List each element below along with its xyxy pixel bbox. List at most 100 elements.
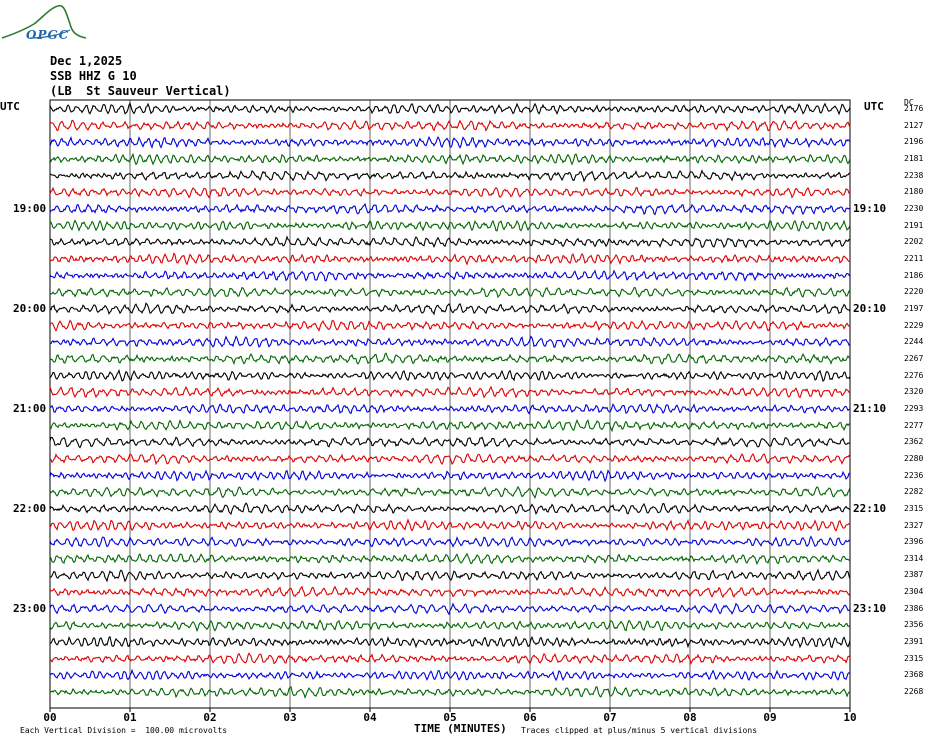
dc-offset-label: 2230 <box>904 203 924 213</box>
trace-line <box>49 219 851 232</box>
x-tick-label: 03 <box>283 711 296 724</box>
station-label: (LB St Sauveur Vertical) <box>50 84 231 98</box>
dc-offset-label: 2244 <box>904 337 924 347</box>
trace-line <box>49 385 851 399</box>
right-hour-label: 20:10 <box>853 301 887 315</box>
dc-offset-label: 2267 <box>904 353 924 363</box>
right-utc-label: UTC <box>864 100 884 113</box>
right-hour-label: 21:10 <box>853 401 887 415</box>
dc-offset-label: 2386 <box>904 603 924 613</box>
trace-line <box>49 368 851 383</box>
dc-offset-label: 2220 <box>904 287 924 297</box>
clip-note: Traces clipped at plus/minus 5 vertical … <box>521 726 758 735</box>
dc-offset-label: 2180 <box>904 187 924 197</box>
dc-offset-label: 2391 <box>904 637 924 647</box>
x-axis: 00 01 02 03 04 05 06 07 08 09 10 <box>43 708 857 724</box>
date-label: Dec 1,2025 <box>50 54 123 68</box>
trace-line <box>49 535 851 548</box>
trace-line <box>49 602 851 616</box>
dc-offset-label: 2314 <box>904 553 924 563</box>
dc-offset-label: 2197 <box>904 303 924 313</box>
trace-line <box>49 235 851 249</box>
left-hour-label: 23:00 <box>13 601 47 615</box>
dc-offset-label: 2268 <box>904 687 924 697</box>
trace-line <box>49 352 851 366</box>
x-tick-label: 08 <box>683 711 696 724</box>
trace-line <box>49 469 851 483</box>
trace-line <box>49 135 851 149</box>
trace-line <box>49 502 851 516</box>
trace-line <box>49 635 851 649</box>
x-tick-label: 10 <box>843 711 856 724</box>
seismic-traces <box>49 101 851 699</box>
trace-line <box>49 652 851 665</box>
trace-line <box>49 302 851 316</box>
trace-line <box>49 668 851 682</box>
x-tick-label: 07 <box>603 711 616 724</box>
dc-offset-label: 2176 <box>904 104 924 113</box>
x-tick-label: 00 <box>43 711 56 724</box>
dc-offset-label: 2362 <box>904 437 924 447</box>
x-tick-label: 01 <box>123 711 137 724</box>
dc-offset-label: 2196 <box>904 137 924 147</box>
dc-offset-label: 2236 <box>904 470 924 480</box>
trace-line <box>49 619 851 633</box>
trace-line <box>49 252 851 266</box>
dc-offset-label: 2202 <box>904 237 924 247</box>
right-hour-label: 19:10 <box>853 201 887 215</box>
left-utc-label: UTC <box>0 100 20 113</box>
dc-offset-label: 2327 <box>904 520 924 530</box>
dc-offset-label: 2282 <box>904 487 924 497</box>
trace-line <box>49 436 851 449</box>
dc-offset-label: 2276 <box>904 370 924 380</box>
x-axis-title: TIME (MINUTES) <box>414 722 507 735</box>
logo-text: OPGC <box>26 28 70 42</box>
right-hour-label: 22:10 <box>853 501 887 515</box>
trace-line <box>49 286 851 299</box>
trace-line <box>49 452 851 466</box>
dc-offset-label: 2181 <box>904 153 924 163</box>
trace-line <box>49 269 851 282</box>
trace-line <box>49 101 851 116</box>
x-tick-label: 06 <box>523 711 537 724</box>
trace-line <box>49 152 851 166</box>
opgc-logo <box>1 4 87 39</box>
left-hour-label: 19:00 <box>13 201 47 215</box>
trace-line <box>49 202 851 216</box>
dc-offset-label: 2191 <box>904 220 924 230</box>
left-hour-label: 21:00 <box>13 401 47 415</box>
trace-line <box>49 686 851 699</box>
dc-offset-label: 2315 <box>904 653 924 663</box>
channel-label: SSB HHZ G 10 <box>50 69 137 83</box>
dc-offset-label: 2368 <box>904 670 924 680</box>
trace-line <box>49 418 851 433</box>
dc-offset-label: 2304 <box>904 587 924 597</box>
trace-line <box>49 186 851 199</box>
dc-offset-label: 2277 <box>904 420 924 430</box>
trace-line <box>49 568 851 583</box>
plot-grid <box>49 99 851 709</box>
dc-offset-label: 2293 <box>904 403 924 413</box>
trace-line <box>49 485 851 499</box>
x-tick-label: 02 <box>203 711 216 724</box>
dc-offset-label: 2356 <box>904 620 924 630</box>
trace-line <box>49 319 851 332</box>
dc-offset-label: 2387 <box>904 570 924 580</box>
dc-offset-label: 2211 <box>904 253 924 263</box>
trace-line <box>50 169 851 183</box>
x-tick-label: 04 <box>363 711 377 724</box>
dc-label: DC <box>904 98 914 107</box>
trace-line <box>49 335 851 349</box>
scale-note: Each Vertical Division = 100.00 microvol… <box>20 726 228 735</box>
dc-offset-label: 2238 <box>904 170 924 180</box>
x-tick-label: 09 <box>763 711 776 724</box>
dc-offset-label: 2396 <box>904 537 924 547</box>
left-hour-label: 22:00 <box>13 501 47 515</box>
trace-line <box>49 518 851 532</box>
dc-offset-label: 2320 <box>904 387 924 397</box>
x-tick-label: 05 <box>443 711 456 724</box>
dc-offset-label: 2280 <box>904 453 924 463</box>
dc-offset-label: 2127 <box>904 120 924 130</box>
dc-offset-label: 2315 <box>904 503 924 513</box>
